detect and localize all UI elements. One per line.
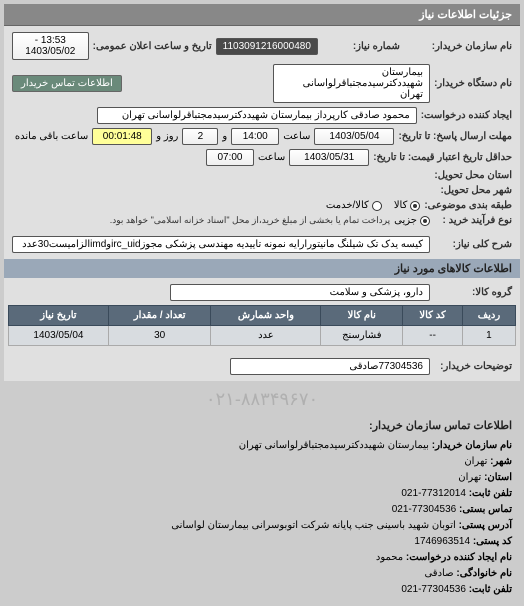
table-header-cell: کد کالا — [403, 306, 463, 326]
purchase-type-label: نوع فرآیند خرید : — [434, 215, 512, 226]
device-name: بیمارستان شهیددکترسیدمجتباقرلواسانی تهرا… — [273, 64, 430, 103]
time-label-1: ساعت — [283, 131, 310, 142]
contact-info: نام سازمان خریدار: بیمارستان شهیددکترسید… — [4, 434, 520, 602]
purchase-note: پرداخت تمام یا بخشی از مبلغ خرید،از محل … — [110, 215, 390, 226]
table-header-cell: ردیف — [462, 306, 515, 326]
contact-title: اطلاعات تماس سازمان خریدار: — [4, 417, 520, 434]
table-cell: عدد — [211, 326, 321, 346]
page-header: جزئیات اطلاعات نیاز — [4, 4, 520, 26]
purchase-radio-group: جزیی — [394, 215, 430, 226]
need-title: کیسه یدک تک شیلنگ مانیتورارایه نمونه تای… — [12, 236, 430, 253]
creator-label: ایجاد کننده درخواست: — [421, 110, 512, 121]
table-header-cell: تاریخ نیاز — [9, 306, 109, 326]
days-value: 2 — [182, 128, 218, 145]
send-date: 1403/05/04 — [314, 128, 394, 145]
table-header-cell: نام کالا — [321, 306, 403, 326]
category-radio-group: کالا کالا/خدمت — [326, 200, 420, 211]
category-label: طبقه بندی موضوعی: — [424, 200, 512, 211]
countdown: 00:01:48 — [92, 128, 152, 145]
remaining-label: ساعت باقی مانده — [15, 131, 88, 142]
watermark: ۰۲۱-۸۸۳۴۹۶۷۰ — [4, 381, 520, 417]
credit-time: 07:00 — [206, 149, 254, 166]
goods-group-label: گروه کالا: — [434, 287, 512, 298]
time-label-2: ساعت — [258, 152, 285, 163]
goods-table: ردیفکد کالانام کالاواحد شمارشتعداد / مقد… — [8, 305, 516, 346]
service-radio[interactable]: کالا/خدمت — [326, 200, 382, 211]
buyer-desc: 77304536صادقی — [230, 358, 430, 375]
need-title-label: شرح کلی نیاز: — [434, 239, 512, 250]
device-name-label: نام دستگاه خریدار: — [434, 78, 512, 89]
table-cell: 1 — [462, 326, 515, 346]
send-time: 14:00 — [231, 128, 279, 145]
table-header-cell: واحد شمارش — [211, 306, 321, 326]
creator-value: محمود صادقی کارپرداز بیمارستان شهیددکترس… — [97, 107, 417, 124]
days-label: روز و — [156, 131, 178, 142]
goods-group: دارو، پزشکی و سلامت — [170, 284, 430, 301]
credit-date: 1403/05/31 — [289, 149, 369, 166]
buyer-desc-label: توضیحات خریدار: — [434, 361, 512, 372]
buyer-name-label: نام سازمان خریدار: — [434, 41, 512, 52]
table-cell: 30 — [108, 326, 211, 346]
retail-radio[interactable]: جزیی — [394, 215, 430, 226]
delivery-province-label: استان محل تحویل: — [434, 170, 512, 181]
table-header-cell: تعداد / مقدار — [108, 306, 211, 326]
table-cell: فشارسنج — [321, 326, 403, 346]
and-label: و — [222, 131, 227, 142]
radio-icon — [372, 201, 382, 211]
table-cell: -- — [403, 326, 463, 346]
table-cell: 1403/05/04 — [9, 326, 109, 346]
public-date: 13:53 - 1403/05/02 — [12, 32, 89, 60]
goods-info-title: اطلاعات کالاهای مورد نیاز — [4, 259, 520, 278]
delivery-city-label: شهر محل تحویل: — [434, 185, 512, 196]
need-number-label: شماره نیاز: — [322, 41, 400, 52]
table-row: 1--فشارسنجعدد301403/05/04 — [9, 326, 516, 346]
public-date-label: تاریخ و ساعت اعلان عمومی: — [93, 41, 212, 52]
goods-radio[interactable]: کالا — [394, 200, 421, 211]
radio-icon — [420, 216, 430, 226]
credit-deadline-label: حداقل تاریخ اعتبار قیمت: تا تاریخ: — [373, 152, 512, 163]
radio-icon — [410, 201, 420, 211]
send-deadline-label: مهلت ارسال پاسخ: تا تاریخ: — [398, 131, 512, 142]
need-number: 1103091216000480 — [216, 38, 318, 55]
contact-button[interactable]: اطلاعات تماس خریدار — [12, 75, 122, 92]
